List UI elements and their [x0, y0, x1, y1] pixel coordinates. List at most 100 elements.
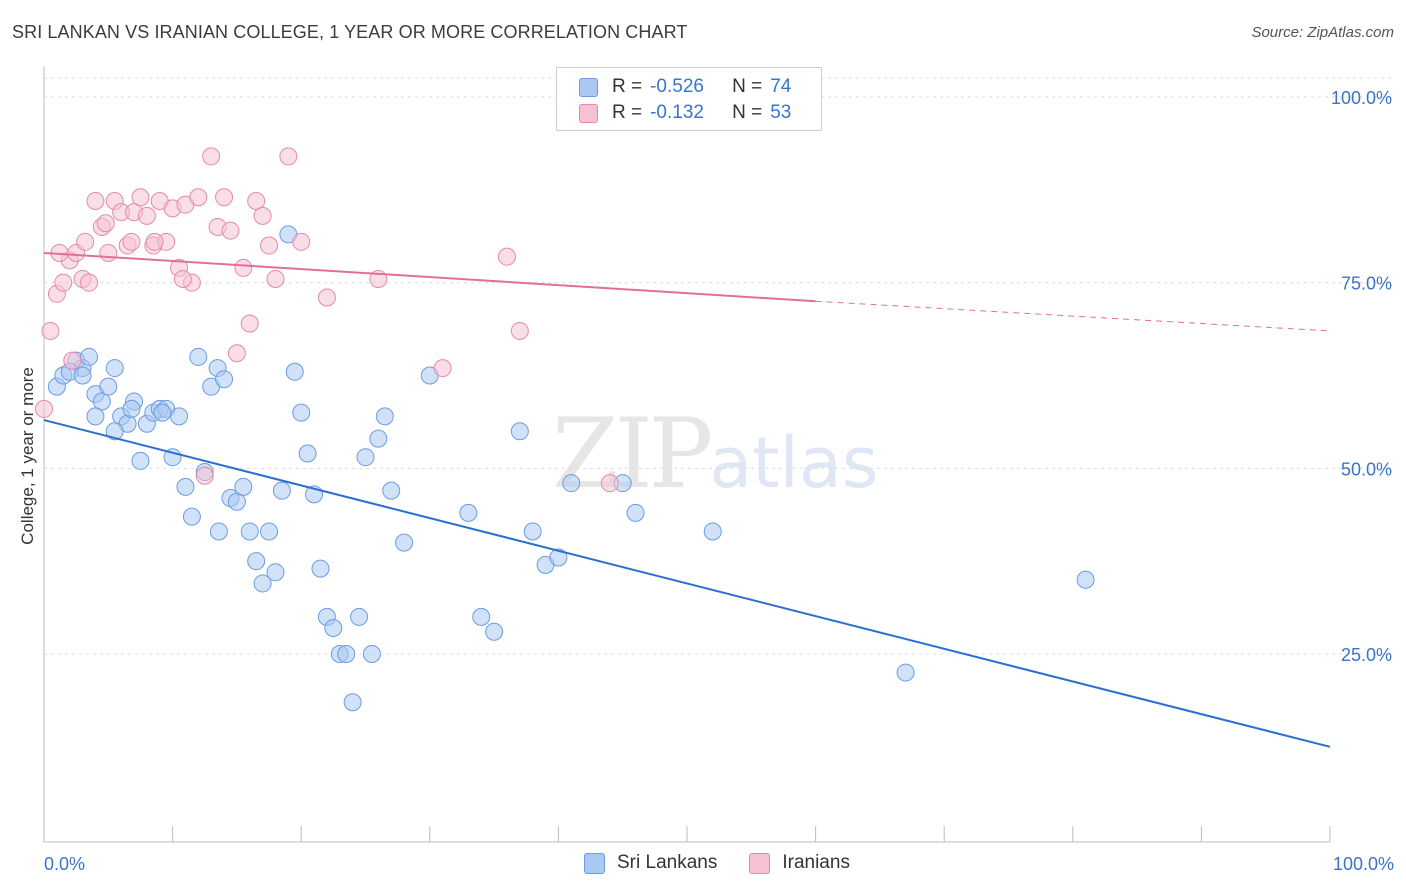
data-point-iranians [173, 269, 192, 288]
data-point-sri-lankans [292, 403, 311, 422]
data-point-iranians [292, 232, 311, 251]
data-point-iranians [510, 321, 529, 340]
data-point-iranians [63, 351, 82, 370]
trend-line-iranians [43, 251, 816, 303]
data-point-sri-lankans [703, 522, 722, 541]
data-point-sri-lankans [382, 481, 401, 500]
data-point-sri-lankans [260, 522, 279, 541]
data-point-iranians [99, 243, 118, 262]
data-point-sri-lankans [73, 366, 92, 385]
data-point-sri-lankans [240, 522, 259, 541]
data-point-sri-lankans [176, 477, 195, 496]
data-point-sri-lankans [153, 403, 172, 422]
data-point-iranians [234, 258, 253, 277]
data-point-sri-lankans [350, 607, 369, 626]
data-point-sri-lankans [215, 370, 234, 389]
data-point-sri-lankans [369, 429, 388, 448]
data-point-sri-lankans [285, 362, 304, 381]
data-point-iranians [137, 206, 156, 225]
legend-n-value: 74 [770, 76, 792, 97]
data-point-sri-lankans [562, 474, 581, 493]
data-point-iranians [96, 214, 115, 233]
legend-n-value: 53 [770, 102, 792, 123]
data-point-sri-lankans [253, 574, 272, 593]
data-point-sri-lankans [234, 477, 253, 496]
y-tick-label: 25.0% [1341, 645, 1392, 665]
data-point-iranians [131, 188, 150, 207]
data-point-sri-lankans [485, 622, 504, 641]
y-tick-label: 50.0% [1341, 459, 1392, 479]
data-point-iranians [41, 321, 60, 340]
data-point-sri-lankans [395, 533, 414, 552]
data-point-iranians [317, 288, 336, 307]
data-point-sri-lankans [523, 522, 542, 541]
data-point-iranians [80, 273, 99, 292]
data-point-sri-lankans [311, 559, 330, 578]
data-point-iranians [266, 269, 285, 288]
data-point-sri-lankans [266, 563, 285, 582]
trend-line-extension-iranians [815, 300, 1331, 332]
data-point-sri-lankans [131, 451, 150, 470]
data-point-sri-lankans [356, 448, 375, 467]
data-point-sri-lankans [247, 552, 266, 571]
data-point-sri-lankans [510, 422, 529, 441]
data-point-sri-lankans [189, 347, 208, 366]
data-point-sri-lankans [337, 645, 356, 663]
data-point-sri-lankans [227, 492, 246, 511]
data-point-sri-lankans [472, 607, 491, 626]
x-tick-label: 0.0% [44, 854, 85, 874]
data-point-sri-lankans [324, 619, 343, 638]
series-legend: Sri Lankans Iranians [584, 852, 882, 874]
data-point-sri-lankans [170, 407, 189, 426]
data-point-sri-lankans [343, 693, 362, 712]
legend-r-value: -0.526 [650, 76, 704, 97]
data-point-sri-lankans [549, 548, 568, 567]
series-legend-iranians[interactable]: Iranians [749, 852, 850, 874]
data-point-iranians [54, 273, 73, 292]
data-point-sri-lankans [375, 407, 394, 426]
data-point-sri-lankans [1076, 570, 1095, 589]
data-point-iranians [253, 206, 272, 225]
data-point-iranians [260, 236, 279, 255]
legend-r-value: -0.132 [650, 102, 704, 123]
legend-row-sri-lankans: R = -0.526 N = 74 [579, 75, 791, 99]
data-point-sri-lankans [105, 422, 124, 441]
data-point-sri-lankans [362, 645, 381, 663]
data-point-iranians [247, 191, 266, 210]
chart-title: SRI LANKAN VS IRANIAN COLLEGE, 1 YEAR OR… [12, 22, 688, 42]
series-label-sri-lankans: Sri Lankans [617, 852, 718, 873]
series-label-iranians: Iranians [782, 852, 850, 873]
data-point-sri-lankans [105, 359, 124, 378]
series-legend-sri-lankans[interactable]: Sri Lankans [584, 852, 717, 874]
data-point-sri-lankans [122, 399, 141, 418]
data-point-iranians [215, 188, 234, 207]
data-point-sri-lankans [80, 347, 99, 366]
data-point-sri-lankans [209, 522, 228, 541]
data-point-iranians [600, 474, 619, 493]
data-point-iranians [35, 399, 53, 418]
data-point-iranians [227, 344, 246, 363]
data-point-iranians [145, 232, 164, 251]
data-point-sri-lankans [99, 377, 118, 396]
stats-legend: R = -0.526 N = 74 R = -0.132 N = 53 [556, 67, 822, 131]
data-point-iranians [202, 147, 221, 166]
legend-swatch-iranians [579, 103, 598, 123]
data-point-iranians [497, 247, 516, 266]
data-point-iranians [279, 147, 298, 166]
series-swatch-iranians [749, 852, 771, 874]
data-point-sri-lankans [182, 507, 201, 526]
y-tick-label: 75.0% [1341, 274, 1392, 294]
data-point-iranians [240, 314, 259, 333]
data-point-iranians [189, 188, 208, 207]
data-point-sri-lankans [92, 392, 111, 411]
trend-line-sri-lankans [43, 419, 1331, 748]
data-point-iranians [86, 191, 105, 210]
data-point-sri-lankans [86, 407, 105, 426]
series-swatch-sri-lankans [584, 852, 605, 874]
data-point-sri-lankans [298, 444, 317, 463]
legend-n-label: N = [732, 102, 763, 123]
legend-swatch-sri-lankans [579, 77, 598, 97]
data-point-sri-lankans [459, 503, 478, 522]
x-tick-label: 100.0% [1333, 854, 1394, 874]
